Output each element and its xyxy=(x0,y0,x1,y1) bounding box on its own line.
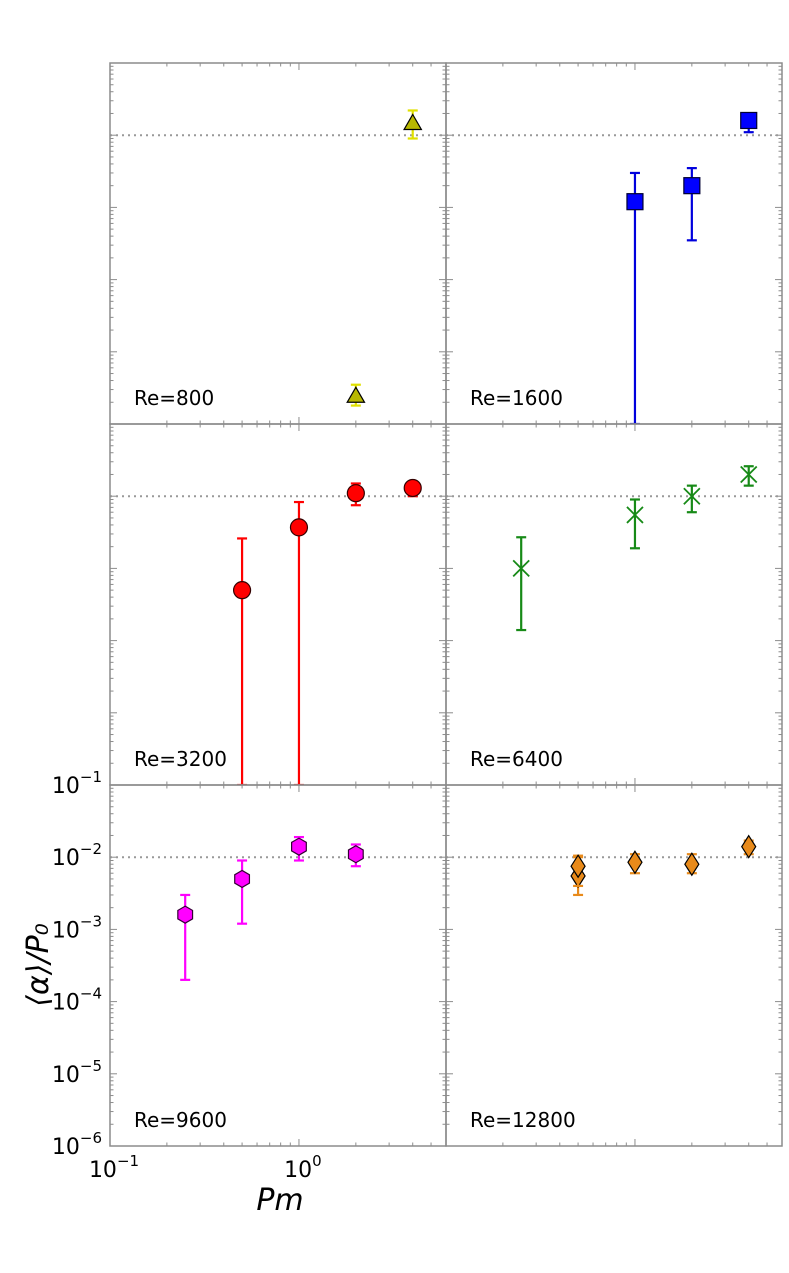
data-point-diamond xyxy=(627,850,643,875)
panel-label: Re=3200 xyxy=(134,747,227,771)
panel-frame xyxy=(109,423,447,786)
data-point-circle xyxy=(403,478,422,498)
x-tick-label: 10−1 xyxy=(89,1152,139,1183)
tick-marks xyxy=(445,62,783,425)
y-tick-label: 10−3 xyxy=(52,912,102,943)
data-point-triangle xyxy=(403,113,423,131)
data-point-x xyxy=(626,506,644,524)
data-point-hexagon xyxy=(347,845,364,864)
data-point-diamond xyxy=(684,852,700,877)
data-point-square xyxy=(626,193,644,211)
panel-label: Re=6400 xyxy=(470,747,563,771)
data-series xyxy=(232,478,422,785)
panel-label: Re=12800 xyxy=(470,1108,576,1132)
tick-marks xyxy=(109,423,447,786)
error-bar xyxy=(743,465,754,487)
tick-marks xyxy=(445,784,783,1147)
axis-labels-layer: 10−110−210−310−410−510−610−1 100 xyxy=(52,768,322,1183)
error-bar xyxy=(686,484,697,514)
data-series xyxy=(626,111,758,424)
y-tick-label: 10−6 xyxy=(52,1129,102,1160)
y-tick-label: 10−4 xyxy=(52,985,102,1016)
panel-frame xyxy=(445,62,783,425)
error-bar xyxy=(293,500,304,785)
data-point-square xyxy=(740,111,758,130)
y-tick-label: 10−2 xyxy=(52,840,102,871)
data-point-diamond xyxy=(570,854,586,879)
error-bar xyxy=(516,536,527,632)
y-axis-title: ⟨α⟩/P₀ xyxy=(21,923,56,1006)
panels-layer: Re=800 Re=1600 Re=3200 Re=6400 Re=9600 Re=128… xyxy=(109,62,783,1147)
error-bar xyxy=(237,537,248,785)
tick-marks xyxy=(109,62,447,425)
data-point-hexagon xyxy=(291,837,307,856)
panel-re-6400: Re=6400 xyxy=(445,423,783,786)
data-point-triangle xyxy=(346,386,366,403)
panel-re-3200: Re=3200 xyxy=(109,423,447,786)
panel-re-12800: Re=12800 xyxy=(445,784,783,1147)
panel-re-1600: Re=1600 xyxy=(445,62,783,425)
data-series xyxy=(570,834,757,897)
data-point-x xyxy=(683,487,701,505)
panel-frame xyxy=(445,423,783,786)
panel-frame xyxy=(445,784,783,1147)
y-tick-label: 10−5 xyxy=(52,1057,102,1088)
data-point-hexagon xyxy=(234,869,251,889)
data-point-x xyxy=(512,559,530,578)
data-point-square xyxy=(683,177,701,195)
panel-label: Re=800 xyxy=(134,386,214,410)
data-series xyxy=(346,109,423,407)
data-point-hexagon xyxy=(177,905,194,924)
data-point-circle xyxy=(232,581,252,600)
panel-label: Re=1600 xyxy=(470,386,563,410)
data-point-x xyxy=(740,465,758,484)
data-point-circle xyxy=(346,484,365,503)
data-point-circle xyxy=(289,518,309,537)
x-tick-label: 100 xyxy=(284,1152,322,1183)
data-point-diamond xyxy=(741,834,757,859)
panel-re-9600: Re=9600 xyxy=(109,784,447,1147)
panel-re-800: Re=800 xyxy=(109,62,447,425)
panel-frame xyxy=(109,784,447,1147)
y-tick-label: 10−1 xyxy=(52,768,102,799)
error-bar xyxy=(629,498,640,550)
tick-marks xyxy=(445,423,783,786)
data-series xyxy=(177,835,364,981)
panel-label: Re=9600 xyxy=(134,1108,227,1132)
error-bar xyxy=(629,171,640,424)
x-axis-title: Pm xyxy=(256,1183,303,1218)
panel-frame xyxy=(109,62,447,425)
data-series xyxy=(512,465,758,632)
tick-marks xyxy=(109,784,447,1147)
